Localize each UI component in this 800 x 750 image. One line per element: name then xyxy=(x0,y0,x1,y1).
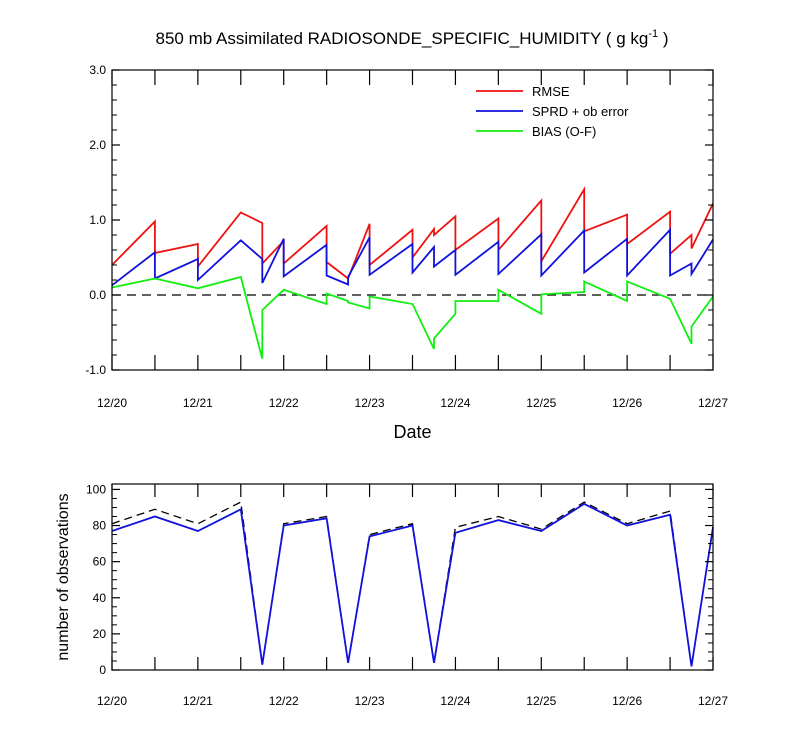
x-tick-label: 12/27 xyxy=(698,396,728,410)
y-tick-label: 1.0 xyxy=(89,213,106,227)
x-tick-label: 12/21 xyxy=(183,396,213,410)
legend-label: RMSE xyxy=(532,84,570,99)
x-tick-label: 12/24 xyxy=(440,396,470,410)
x-tick-label: 12/25 xyxy=(526,396,556,410)
bottom-plot-panel: 12/20 12/21 12/22 12/23 12/24 12/25 12/26 12/27… xyxy=(55,482,728,708)
x-tick-label: 12/25 xyxy=(526,694,556,708)
x-tick-label: 12/21 xyxy=(183,694,213,708)
x-tick-label: 12/23 xyxy=(355,396,385,410)
x-tick-label: 12/22 xyxy=(269,694,299,708)
y-tick-label: 0 xyxy=(99,663,106,677)
legend-label: BIAS (O-F) xyxy=(532,124,596,139)
x-axis-label: Date xyxy=(393,422,431,442)
y-tick-label: 0.0 xyxy=(89,288,106,302)
y-tick-label: 100 xyxy=(86,482,106,496)
series-line-bias-o-f xyxy=(111,275,714,360)
top-plot-panel: 12/20 12/21 12/22 12/23 12/24 12/25 12/26 12/27… xyxy=(85,63,728,442)
y-tick-label: 2.0 xyxy=(89,138,106,152)
y-tick-label: 80 xyxy=(93,519,107,533)
y-axis-label: number of observations xyxy=(55,493,72,660)
y-tick-label: 40 xyxy=(93,591,107,605)
chart-title: 850 mb Assimilated RADIOSONDE_SPECIFIC_H… xyxy=(156,28,669,48)
x-tick-label: 12/22 xyxy=(269,396,299,410)
x-tick-label: 12/27 xyxy=(698,694,728,708)
x-tick-label: 12/20 xyxy=(97,396,127,410)
y-tick-label: 3.0 xyxy=(89,63,106,77)
series-line-sprd-ob-error xyxy=(111,227,714,287)
y-tick-label: 60 xyxy=(93,555,107,569)
legend-label: SPRD + ob error xyxy=(532,104,629,119)
x-tick-label: 12/20 xyxy=(97,694,127,708)
series-line-assimilated xyxy=(111,502,714,667)
series-line-rmse xyxy=(111,186,714,280)
x-tick-label: 12/26 xyxy=(612,396,642,410)
x-tick-label: 12/26 xyxy=(612,694,642,708)
series-line-possible xyxy=(111,501,714,667)
plot-frame xyxy=(111,483,714,671)
x-tick-label: 12/24 xyxy=(440,694,470,708)
y-tick-label: -1.0 xyxy=(85,363,106,377)
x-tick-label: 12/23 xyxy=(355,694,385,708)
y-tick-label: 20 xyxy=(93,627,107,641)
